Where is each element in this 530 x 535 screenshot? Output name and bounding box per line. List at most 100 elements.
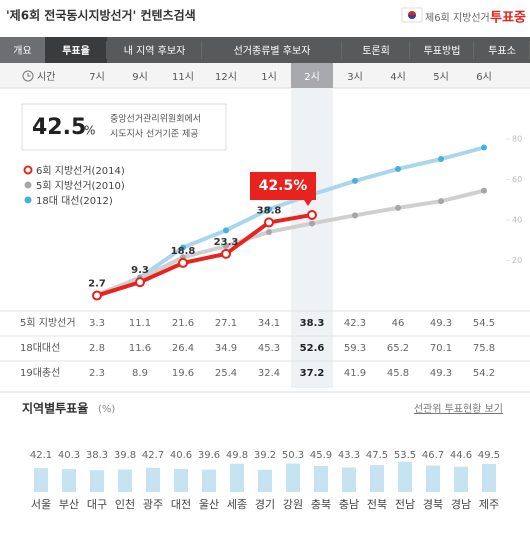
cell: 27.1 [215,318,237,329]
bar-value: 39.2 [254,450,276,461]
bar-value: 39.8 [114,450,136,461]
cell: 75.8 [473,343,495,354]
cell: 54.2 [473,368,495,379]
bar-value: 46.7 [422,450,444,461]
time-tick-label: 6시 [476,71,492,83]
point [266,206,272,213]
bar [174,468,188,492]
tab-label[interactable]: 내 지역 후보자 [124,45,186,57]
legend-label: 18대 대선(2012) [36,195,113,207]
region-link[interactable]: 선관위 투표현황 보기 [414,402,503,415]
time-tick-label: 12시 [215,71,237,83]
cell: 54.5 [473,318,495,329]
tab-label[interactable]: 개요 [13,45,31,57]
summary-box [21,103,227,151]
bar-value: 45.9 [310,450,332,461]
bar [426,465,440,492]
highlight-column [291,88,333,388]
cell: 34.1 [258,318,280,329]
legend-label: 5회 지방선거(2010) [36,180,125,192]
point [309,220,315,227]
bar [118,469,132,492]
point [352,177,358,184]
tab[interactable] [202,37,342,63]
legend-marker [24,196,32,204]
region-label: 전남 [395,498,415,511]
bar [62,469,76,492]
bar [482,463,496,492]
summary-note: 중앙선거관리위원회에서 [110,113,201,125]
legend-marker [24,181,32,189]
region-label: 충북 [311,498,331,511]
highlight-time [291,63,333,88]
cell: 49.3 [430,368,452,379]
cell: 52.6 [300,343,325,354]
time-row [0,63,530,88]
cell: 19.6 [172,368,194,379]
point [307,209,317,220]
point [223,243,229,250]
bar-value: 49.8 [226,450,248,461]
tab-label[interactable]: 투표율 [62,45,90,57]
point [481,187,487,194]
bar [258,469,272,492]
tab-label[interactable]: 선거종류별 후보자 [234,45,311,57]
clock-icon [22,70,34,82]
tab-label[interactable]: 토론회 [362,45,390,57]
data-label: 38.8 [257,205,282,216]
time-tick-label: 4시 [390,71,406,83]
region-label: 강원 [283,498,303,511]
tab[interactable] [474,37,530,63]
series-line [96,212,313,298]
row-label: 18대대선 [20,342,60,354]
tab-label[interactable]: 투표방법 [424,45,461,57]
data-label: 9.3 [131,265,149,276]
cell: 70.1 [430,343,452,354]
time-tick-label: 5시 [433,71,449,83]
bar-value: 40.6 [170,450,192,461]
point [395,204,401,211]
series-line [96,145,485,298]
bar [370,465,384,492]
tab[interactable] [107,37,202,63]
bar-value: 38.3 [86,450,108,461]
data-label: 18.8 [171,246,196,257]
cell: 65.2 [387,343,409,354]
bar [146,467,160,492]
tab[interactable] [410,37,474,63]
region-label: 대구 [87,498,107,511]
bar-value: 42.1 [30,450,52,461]
bar-value: 44.6 [450,450,472,461]
cell: 26.4 [172,343,194,354]
tab-label[interactable]: 투표소 [488,45,516,57]
region-label: 제주 [479,498,499,511]
bar-value: 43.3 [338,450,360,461]
callout-label: 42.5% [259,178,308,194]
y-tick-label: 20 [512,256,522,265]
cell: 37.2 [300,368,325,379]
tab[interactable] [45,37,107,63]
y-tick-label: 40 [512,216,522,225]
region-label: 울산 [199,498,219,511]
cell: 2.8 [89,343,105,354]
point [352,212,358,219]
region-label: 세종 [227,498,247,511]
status: 투표중 [490,11,526,26]
tab[interactable] [0,37,45,63]
cell: 3.3 [89,318,105,329]
time-tick-label: 7시 [89,71,105,83]
region-label: 광주 [143,498,163,511]
region-label: 전북 [367,498,387,511]
cell: 41.9 [344,368,366,379]
time-label: 시간 [37,71,55,83]
bar [454,466,468,492]
bar-value: 53.5 [394,450,416,461]
point [92,290,102,301]
point [395,165,401,172]
region-title: 지역별투표율 [22,401,88,416]
y-tick-label: 60 [512,175,522,184]
bar-value: 47.5 [366,450,388,461]
time-tick-label: 3시 [347,71,363,83]
tab[interactable] [342,37,410,63]
